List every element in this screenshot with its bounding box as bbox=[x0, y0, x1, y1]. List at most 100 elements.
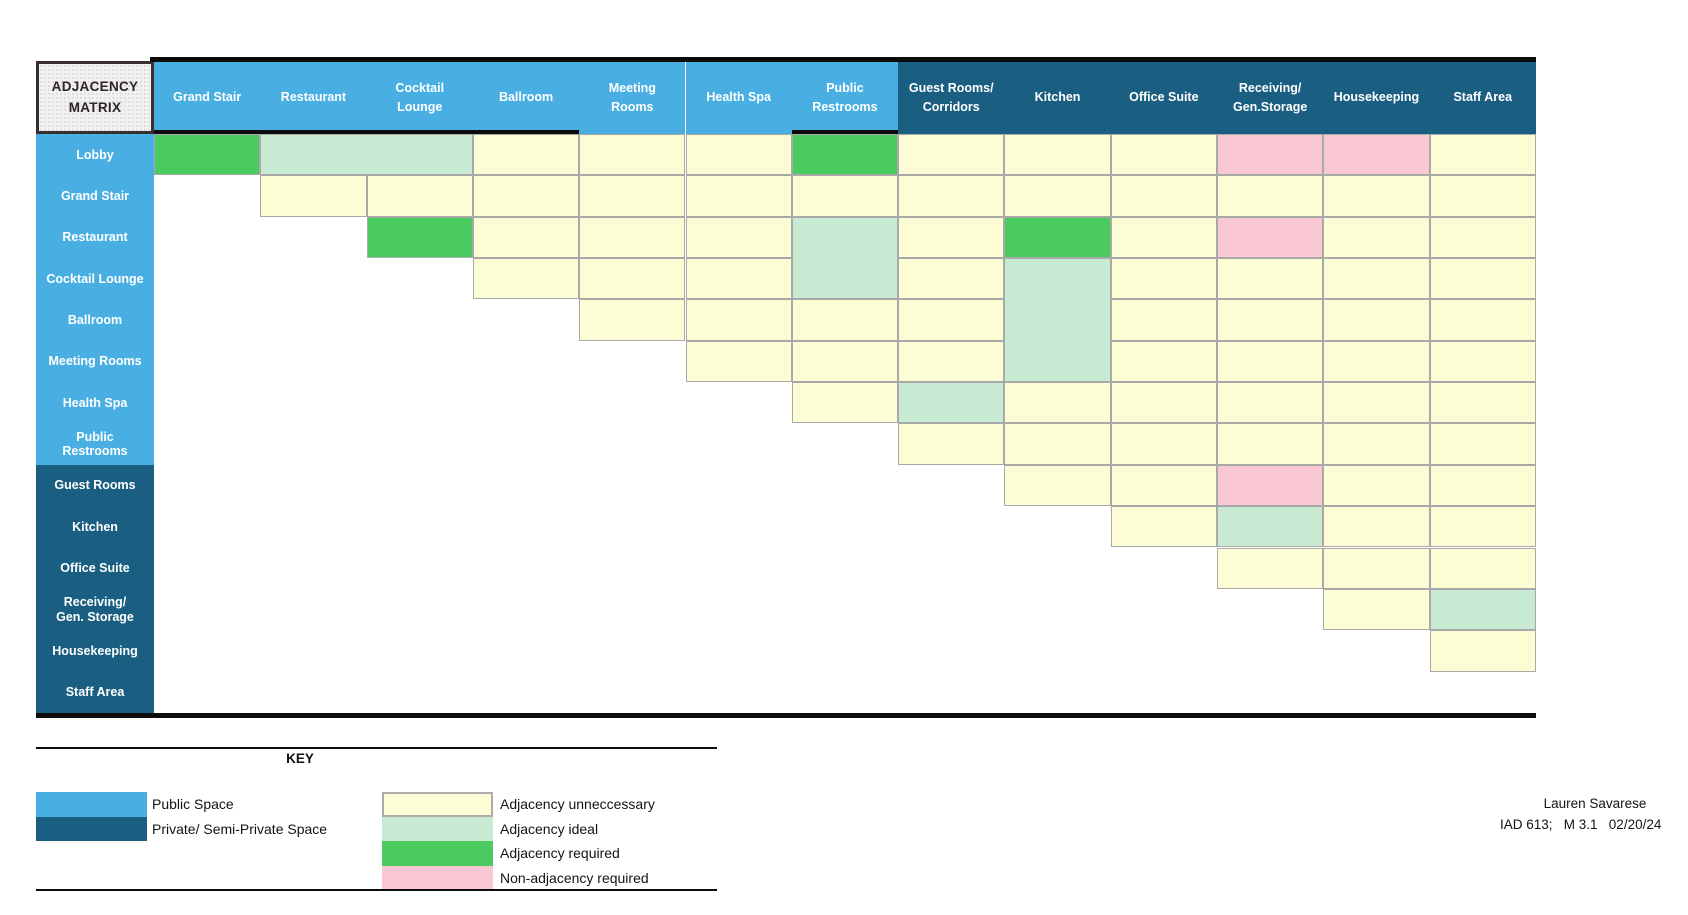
column-header-ballroom: Ballroom bbox=[472, 61, 580, 134]
matrix-cell-kitchen-housekeeping bbox=[1323, 506, 1430, 548]
column-header-kitchen: Kitchen bbox=[1004, 61, 1111, 134]
matrix-cell-lobby-office-suite bbox=[1110, 134, 1217, 176]
matrix-cell-lobby-restaurant bbox=[260, 134, 473, 176]
legend-swatch-adjacency-unneccessary bbox=[382, 792, 493, 817]
matrix-cell-restaurant-guest-rooms-corridors bbox=[898, 216, 1005, 259]
key-title: KEY bbox=[286, 751, 314, 766]
column-header-office-suite: Office Suite bbox=[1110, 61, 1217, 134]
column-header-guest-rooms-corridors: Guest Rooms/ Corridors bbox=[898, 61, 1005, 134]
matrix-bottom-rule bbox=[36, 712, 1536, 718]
matrix-cell-grand-stair-meeting-rooms bbox=[579, 175, 686, 217]
matrix-cell-restaurant-office-suite bbox=[1110, 216, 1217, 259]
matrix-cell-grand-stair-housekeeping bbox=[1323, 175, 1430, 217]
matrix-cell-grand-stair-restaurant bbox=[260, 175, 367, 217]
legend-swatch-non-adjacency-required bbox=[382, 865, 493, 891]
matrix-cell-restaurant-kitchen bbox=[1004, 216, 1111, 259]
column-header-grand-stair: Grand Stair bbox=[154, 61, 261, 134]
matrix-cell-ballroom-office-suite bbox=[1110, 299, 1217, 341]
matrix-cell-meeting-rooms-public-restrooms bbox=[791, 340, 899, 383]
matrix-cell-public-restrooms-receiving-gen-storage bbox=[1217, 423, 1324, 465]
matrix-cell-grand-stair-cocktail-lounge bbox=[366, 175, 473, 217]
row-header-meeting-rooms: Meeting Rooms bbox=[36, 340, 154, 383]
column-header-restaurant: Restaurant bbox=[260, 61, 367, 134]
matrix-cell-kitchen-staff-area bbox=[1429, 506, 1536, 548]
matrix-cell-restaurant-cocktail-lounge bbox=[366, 216, 473, 259]
matrix-cell-restaurant-receiving-gen-storage bbox=[1217, 216, 1324, 259]
legend-swatch-adjacency-required bbox=[382, 841, 493, 866]
matrix-cell-lobby-meeting-rooms bbox=[579, 134, 686, 176]
matrix-title-box: ADJACENCY MATRIX bbox=[36, 61, 154, 134]
column-header-staff-area: Staff Area bbox=[1429, 61, 1536, 134]
matrix-cell-cocktail-lounge-office-suite bbox=[1110, 258, 1217, 300]
matrix-cell-lobby-housekeeping bbox=[1323, 134, 1430, 176]
row-header-lobby: Lobby bbox=[36, 134, 154, 176]
legend-swatch-adjacency-ideal bbox=[382, 816, 493, 842]
matrix-cell-grand-stair-office-suite bbox=[1110, 175, 1217, 217]
matrix-cell-ballroom-guest-rooms-corridors bbox=[898, 299, 1005, 341]
matrix-cell-grand-stair-health-spa bbox=[685, 175, 792, 217]
legend-label-adjacency-required: Adjacency required bbox=[500, 845, 620, 862]
matrix-cell-guest-rooms-office-suite bbox=[1110, 464, 1217, 507]
matrix-cell-restaurant-staff-area bbox=[1429, 216, 1536, 259]
matrix-cell-guest-rooms-receiving-gen-storage bbox=[1217, 464, 1324, 507]
matrix-cell-health-spa-public-restrooms bbox=[791, 382, 899, 424]
matrix-cell-housekeeping-staff-area bbox=[1429, 630, 1536, 672]
matrix-cell-office-suite-receiving-gen-storage bbox=[1217, 547, 1324, 589]
row-header-receiving-gen-storage: Receiving/ Gen. Storage bbox=[36, 588, 154, 631]
matrix-cell-health-spa-housekeeping bbox=[1323, 382, 1430, 424]
legend-swatch-public-space bbox=[36, 792, 147, 817]
matrix-cell-ballroom-public-restrooms bbox=[791, 299, 899, 341]
row-header-public-restrooms: Public Restrooms bbox=[36, 423, 154, 466]
matrix-cell-lobby-staff-area bbox=[1429, 134, 1536, 176]
column-header-public-restrooms: Public Restrooms bbox=[791, 61, 899, 134]
row-header-health-spa: Health Spa bbox=[36, 382, 154, 424]
matrix-cell-cocktail-lounge-kitchen bbox=[1004, 258, 1111, 383]
credits-block: Lauren Savarese IAD 613; M 3.1 02/20/24 bbox=[1500, 796, 1688, 832]
legend-label-adjacency-unneccessary: Adjacency unneccessary bbox=[500, 796, 655, 813]
matrix-cell-guest-rooms-housekeeping bbox=[1323, 464, 1430, 507]
matrix-cell-health-spa-guest-rooms-corridors bbox=[898, 382, 1005, 424]
matrix-cell-cocktail-lounge-guest-rooms-corridors bbox=[898, 258, 1005, 300]
matrix-cell-office-suite-staff-area bbox=[1429, 547, 1536, 589]
credit-name: Lauren Savarese bbox=[1543, 796, 1647, 811]
matrix-cell-cocktail-lounge-meeting-rooms bbox=[579, 258, 686, 300]
matrix-cell-meeting-rooms-staff-area bbox=[1429, 340, 1536, 383]
row-header-grand-stair: Grand Stair bbox=[36, 175, 154, 217]
legend-label-adjacency-ideal: Adjacency ideal bbox=[500, 820, 599, 837]
matrix-cell-public-restrooms-housekeeping bbox=[1323, 423, 1430, 465]
column-header-cocktail-lounge: Cocktail Lounge bbox=[366, 61, 473, 134]
row-header-housekeeping: Housekeeping bbox=[36, 630, 154, 672]
row-header-cocktail-lounge: Cocktail Lounge bbox=[36, 258, 154, 300]
matrix-cell-grand-stair-kitchen bbox=[1004, 175, 1111, 217]
column-header-health-spa: Health Spa bbox=[685, 61, 792, 134]
matrix-cell-lobby-receiving-gen-storage bbox=[1217, 134, 1324, 176]
matrix-cell-health-spa-receiving-gen-storage bbox=[1217, 382, 1324, 424]
matrix-cell-lobby-kitchen bbox=[1004, 134, 1111, 176]
legend-label-private-semi-private-space: Private/ Semi-Private Space bbox=[152, 820, 328, 837]
matrix-cell-grand-stair-public-restrooms bbox=[791, 175, 899, 217]
matrix-cell-cocktail-lounge-receiving-gen-storage bbox=[1217, 258, 1324, 300]
row-header-ballroom: Ballroom bbox=[36, 299, 154, 342]
row-header-staff-area: Staff Area bbox=[36, 671, 154, 714]
matrix-cell-ballroom-health-spa bbox=[685, 299, 792, 341]
matrix-cell-kitchen-receiving-gen-storage bbox=[1217, 506, 1324, 548]
matrix-cell-ballroom-meeting-rooms bbox=[579, 299, 686, 341]
matrix-cell-restaurant-ballroom bbox=[472, 216, 580, 259]
legend-swatch-private-semi-private-space bbox=[36, 816, 147, 842]
matrix-cell-cocktail-lounge-staff-area bbox=[1429, 258, 1536, 300]
matrix-cell-meeting-rooms-health-spa bbox=[685, 340, 792, 383]
matrix-cell-ballroom-receiving-gen-storage bbox=[1217, 299, 1324, 341]
matrix-cell-restaurant-health-spa bbox=[685, 216, 792, 259]
matrix-cell-public-restrooms-kitchen bbox=[1004, 423, 1111, 465]
matrix-cell-lobby-ballroom bbox=[472, 134, 580, 176]
matrix-cell-meeting-rooms-guest-rooms-corridors bbox=[898, 340, 1005, 383]
credit-course-info: IAD 613; M 3.1 02/20/24 bbox=[1500, 817, 1662, 832]
matrix-cell-lobby-public-restrooms bbox=[791, 134, 899, 176]
matrix-cell-ballroom-staff-area bbox=[1429, 299, 1536, 341]
matrix-cell-public-restrooms-office-suite bbox=[1110, 423, 1217, 465]
matrix-cell-lobby-health-spa bbox=[685, 134, 792, 176]
matrix-cell-guest-rooms-staff-area bbox=[1429, 464, 1536, 507]
matrix-cell-grand-stair-guest-rooms-corridors bbox=[898, 175, 1005, 217]
column-header-housekeeping: Housekeeping bbox=[1323, 61, 1430, 134]
